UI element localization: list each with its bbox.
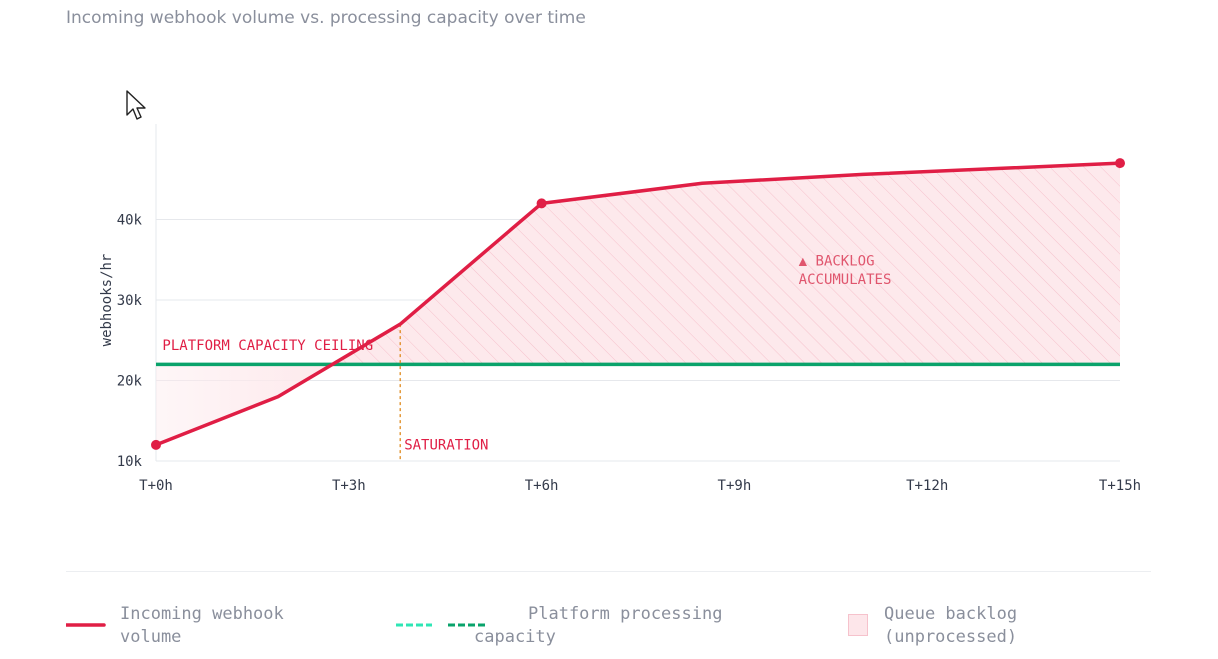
- mouse-cursor-icon: [126, 90, 146, 120]
- saturation-label: SATURATION: [404, 438, 488, 454]
- capacity-dashed-swatch: [396, 623, 488, 627]
- pre-saturation-area: [156, 364, 333, 445]
- line-chart: 10k 20k 30k 40k T+0h T+3h T+6h T+9h T+12h T+15h we…: [99, 124, 1141, 494]
- legend-label-backlog-line2: (unprocessed): [884, 627, 1018, 647]
- x-tick-label: T+6h: [525, 478, 559, 494]
- y-tick-label: 30k: [117, 293, 143, 309]
- y-tick-label: 40k: [117, 213, 143, 229]
- legend-label-capacity-line2: capacity: [474, 627, 556, 647]
- volume-line-swatch: [66, 623, 106, 627]
- capacity-ceiling-label: PLATFORM CAPACITY CEILING: [162, 338, 373, 354]
- legend-item-capacity: Platform processing capacity: [396, 603, 756, 649]
- x-tick-label: T+0h: [139, 478, 173, 494]
- x-tick-label: T+15h: [1099, 478, 1141, 494]
- chart-title: Incoming webhook volume vs. processing c…: [66, 8, 586, 28]
- legend-item-backlog: Queue backlog (unprocessed): [848, 603, 1148, 649]
- legend-label-capacity-line1: Platform processing: [528, 604, 723, 624]
- legend-label-volume-line2: volume: [120, 627, 182, 647]
- x-tick-label: T+12h: [906, 478, 948, 494]
- volume-line: [155, 161, 1121, 447]
- y-tick-label: 20k: [117, 374, 143, 390]
- backlog-label-line2: ACCUMULATES: [799, 272, 892, 288]
- volume-point-marker: [1115, 158, 1125, 169]
- volume-point-marker: [536, 198, 547, 209]
- backlog-label-line1: ▲ BACKLOG: [799, 253, 875, 269]
- legend-item-volume: Incoming webhook volume: [66, 603, 366, 649]
- backlog-area: [332, 163, 1120, 365]
- legend-divider: [66, 571, 1151, 572]
- backlog-swatch: [848, 614, 868, 636]
- x-tick-label: T+9h: [718, 478, 752, 494]
- y-axis-title: webhooks/hr: [99, 254, 115, 347]
- x-tick-label: T+3h: [332, 478, 366, 494]
- volume-point-marker: [151, 439, 161, 450]
- y-tick-label: 10k: [117, 454, 143, 470]
- legend-label-volume-line1: Incoming webhook: [120, 604, 284, 624]
- legend-label-backlog-line1: Queue backlog: [884, 604, 1018, 624]
